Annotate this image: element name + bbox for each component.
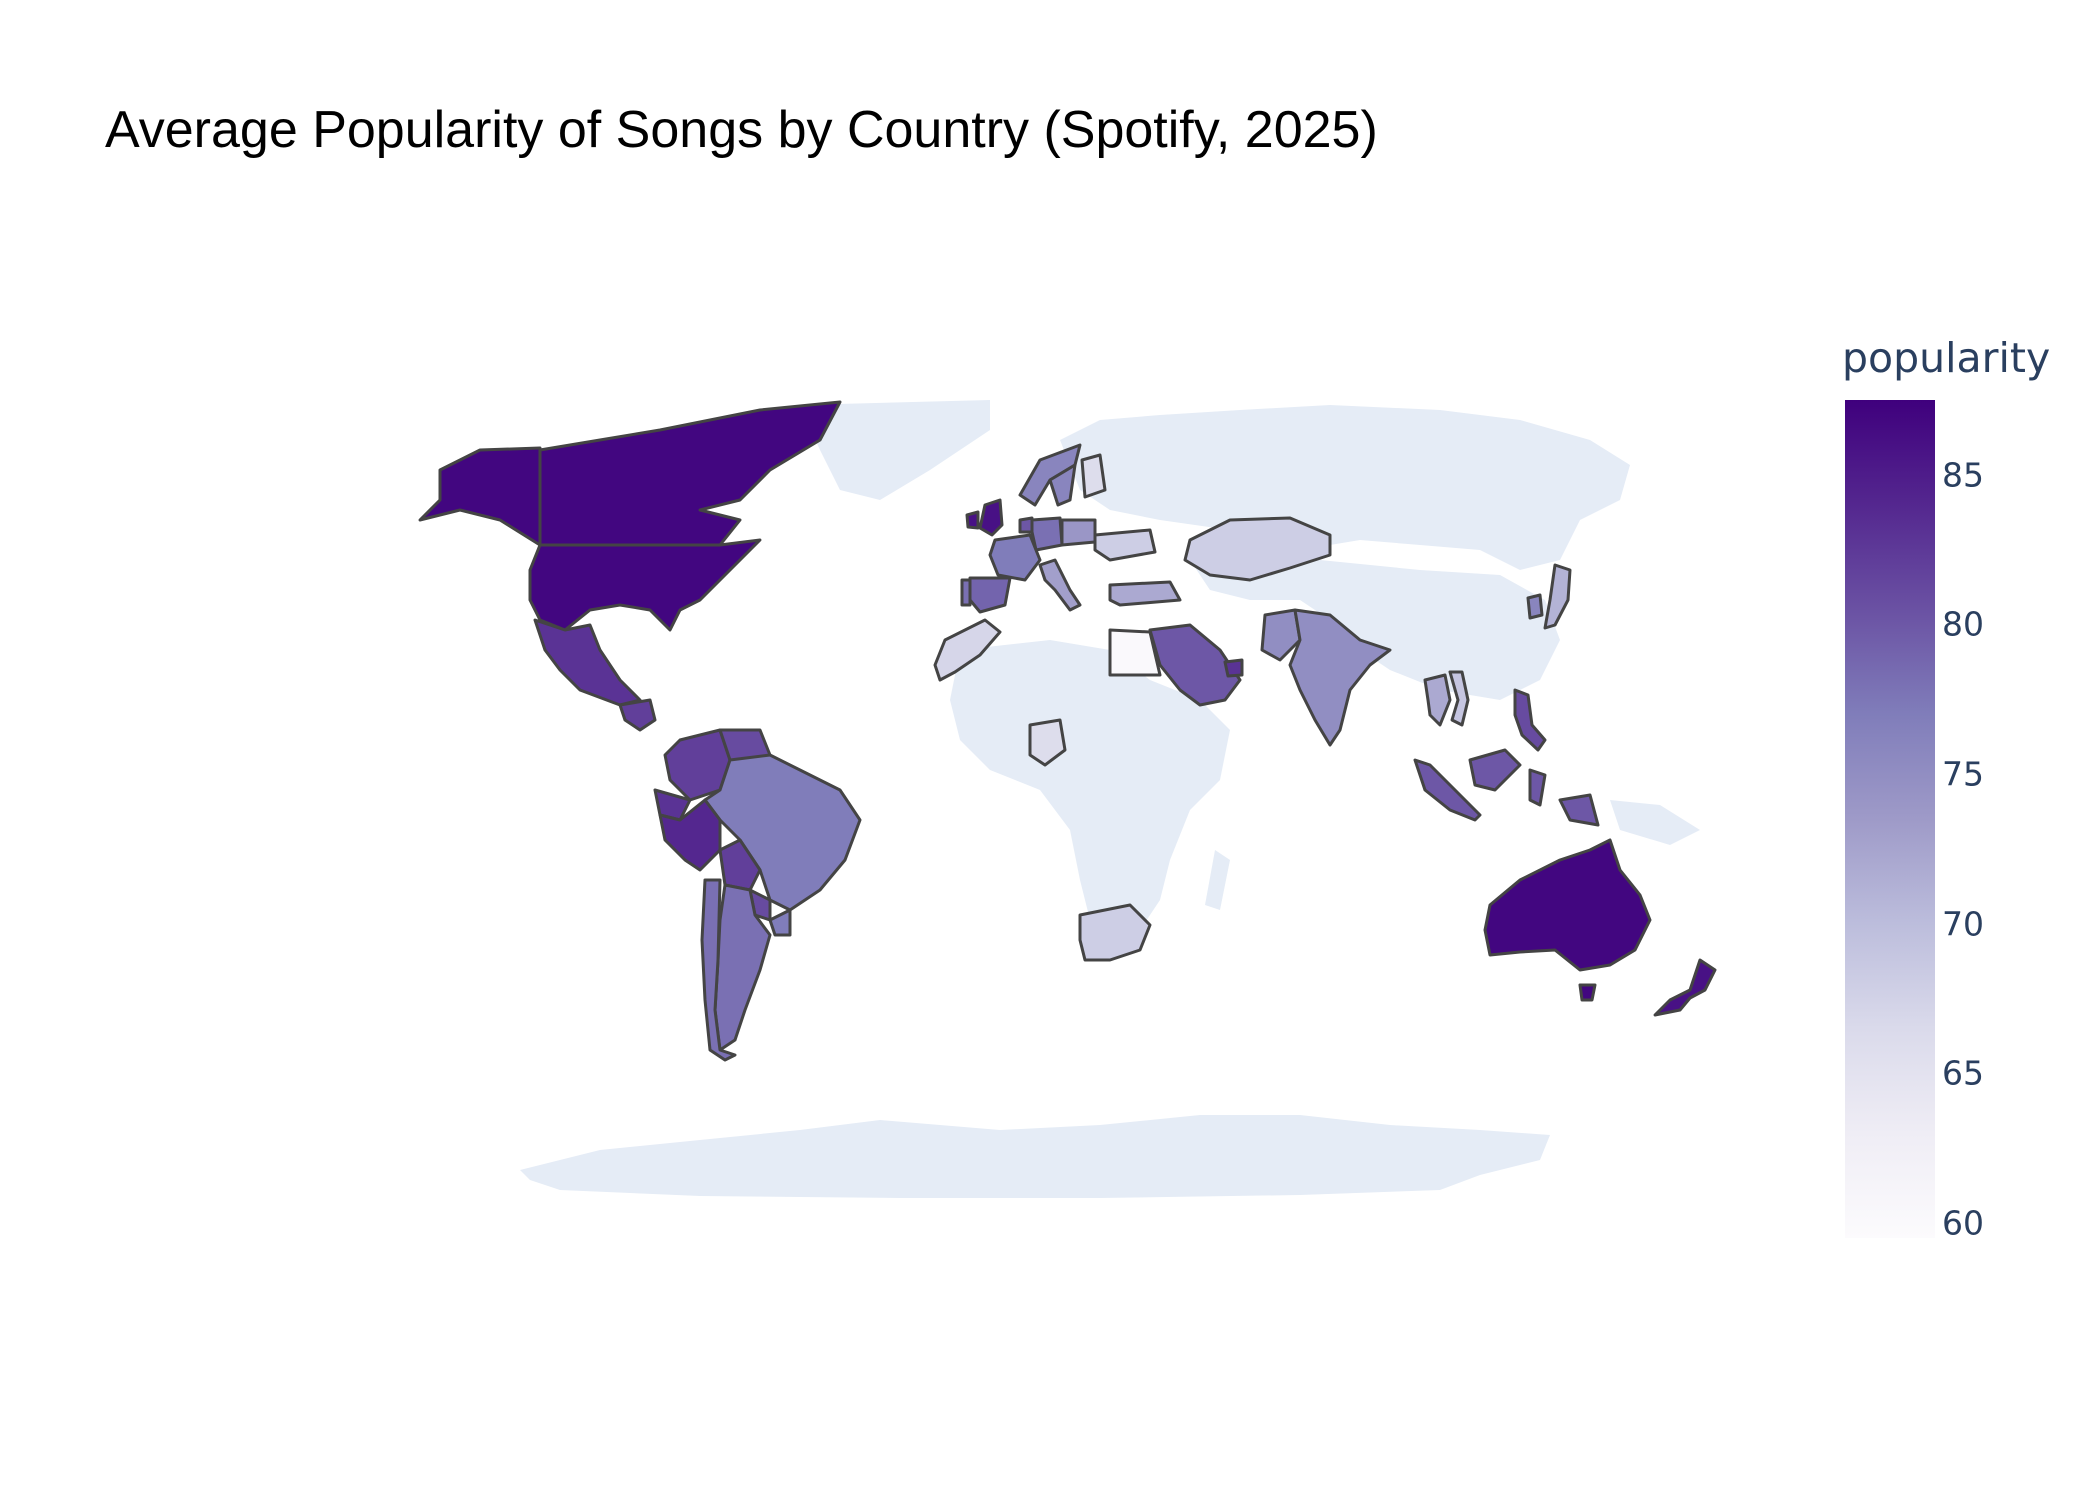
land-greenland bbox=[800, 400, 990, 500]
colorbar-tick-label: 80 bbox=[1942, 604, 1984, 644]
country-saudi-arabia bbox=[1148, 623, 1242, 707]
colorbar-tick-label: 60 bbox=[1942, 1203, 1984, 1243]
country-uruguay bbox=[768, 908, 792, 937]
country-malaysia bbox=[1468, 748, 1522, 792]
country-spain bbox=[968, 576, 1012, 614]
country-kazakhstan bbox=[1183, 516, 1332, 582]
country-united-kingdom bbox=[978, 498, 1004, 537]
land-new-guinea bbox=[1610, 800, 1700, 845]
country-vietnam bbox=[1448, 670, 1470, 727]
country-india bbox=[1288, 608, 1392, 747]
country-germany bbox=[1030, 516, 1064, 552]
country-turkey bbox=[1108, 580, 1182, 607]
country-nigeria bbox=[1028, 718, 1067, 767]
country-uae bbox=[1223, 658, 1244, 678]
country-poland bbox=[1060, 518, 1097, 547]
land-africa bbox=[950, 640, 1230, 940]
country-canada bbox=[528, 400, 842, 547]
colorbar-tick-label: 85 bbox=[1942, 455, 1984, 495]
country-ireland bbox=[965, 510, 980, 530]
country-new-zealand bbox=[1653, 958, 1717, 1017]
country-australia bbox=[1483, 838, 1652, 972]
country-indonesia bbox=[1413, 758, 1482, 822]
country-japan bbox=[1543, 563, 1572, 630]
country-guatemala bbox=[618, 698, 657, 732]
country-philippines bbox=[1513, 688, 1547, 752]
country-pakistan bbox=[1260, 608, 1302, 662]
country-united-states bbox=[528, 538, 762, 632]
land-antarctica bbox=[520, 1115, 1550, 1198]
page-title: Average Popularity of Songs by Country (… bbox=[105, 101, 1378, 159]
country-finland bbox=[1080, 453, 1107, 499]
country-egypt bbox=[1108, 628, 1162, 677]
no-data-regions bbox=[520, 400, 1700, 1198]
country-thailand bbox=[1423, 673, 1452, 727]
country-indonesia-east bbox=[1528, 768, 1600, 827]
country-mexico bbox=[533, 618, 642, 707]
colorbar-tick-label: 65 bbox=[1942, 1053, 1984, 1093]
country-portugal bbox=[960, 578, 972, 607]
colorbar-title: popularity bbox=[1842, 334, 2051, 382]
country-sweden bbox=[1048, 463, 1077, 507]
colorbar bbox=[1845, 400, 1935, 1238]
land-asia-central bbox=[1190, 560, 1560, 700]
country-south-africa bbox=[1078, 903, 1152, 962]
country-bolivia bbox=[718, 838, 762, 892]
land-russia bbox=[1060, 405, 1630, 570]
colorbar-tick-label: 75 bbox=[1942, 754, 1984, 794]
country-netherlands bbox=[1018, 516, 1034, 534]
country-tasmania bbox=[1578, 983, 1597, 1002]
country-south-korea bbox=[1526, 593, 1544, 620]
country-alaska bbox=[418, 446, 542, 547]
country-shapes bbox=[418, 400, 1717, 1062]
land-madagascar bbox=[1205, 850, 1230, 910]
colorbar-tick-label: 70 bbox=[1942, 904, 1984, 944]
country-italy bbox=[1038, 558, 1082, 612]
country-chile bbox=[700, 878, 737, 1062]
country-france bbox=[988, 533, 1042, 582]
country-ukraine bbox=[1093, 528, 1157, 562]
country-morocco bbox=[933, 618, 1002, 682]
